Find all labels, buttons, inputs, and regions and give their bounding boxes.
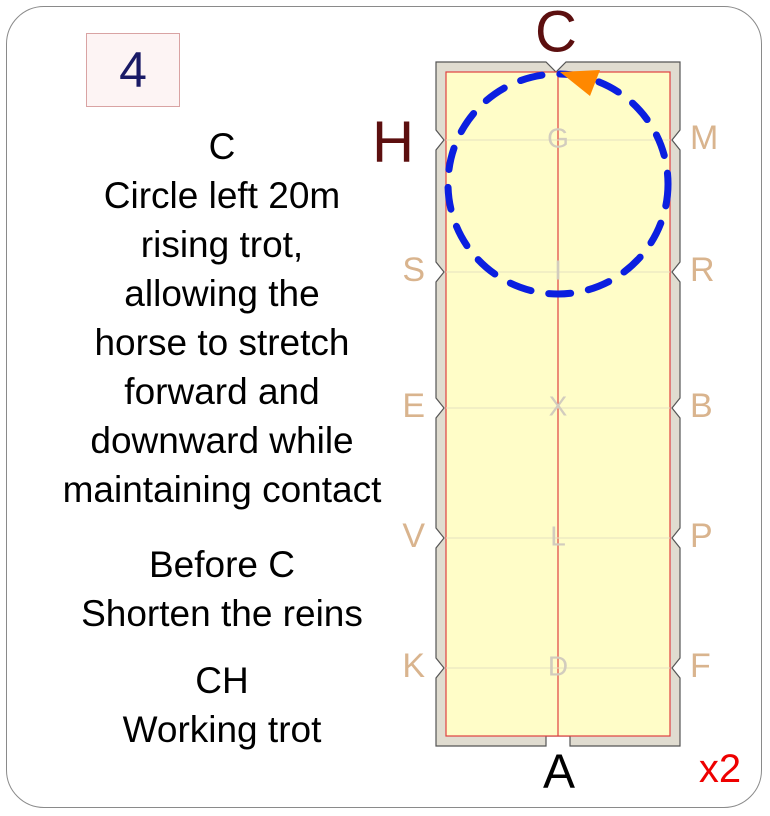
instruction-block-working-trot: CH Working trot xyxy=(14,656,430,754)
instruction-block-circle: C Circle left 20m rising trot, allowing … xyxy=(14,122,430,514)
arena-letter-right: B xyxy=(690,387,713,425)
arena-letter-centerline: I xyxy=(554,254,562,285)
arena-letter-top: C xyxy=(535,0,577,64)
instruction-line: maintaining contact xyxy=(62,469,382,510)
arena-letter-right: F xyxy=(690,647,711,685)
arena-letter-centerline: X xyxy=(549,390,568,421)
instruction-line: allowing the xyxy=(124,273,320,314)
repeat-label: x2 xyxy=(699,747,741,791)
movement-number: 4 xyxy=(119,42,147,98)
arena-letter-centerline: D xyxy=(548,650,568,681)
instruction-line: rising trot, xyxy=(140,224,304,265)
arena-letter-left: V xyxy=(402,517,425,555)
arena-letter-right: M xyxy=(690,119,718,157)
arena-letter-bottom: A xyxy=(543,746,575,799)
instruction-line: downward while xyxy=(90,420,354,461)
arena-letter-left: H xyxy=(372,109,414,174)
direction-arrow-icon xyxy=(560,70,600,96)
instruction-line: Shorten the reins xyxy=(81,593,363,634)
instruction-line: horse to stretch xyxy=(94,322,350,363)
instruction-line: Working trot xyxy=(122,709,322,750)
instruction-block-shorten: Before C Shorten the reins xyxy=(14,540,430,638)
arena-letter-left: K xyxy=(402,647,425,685)
arena-letters: C A H S E V K M R B P F G I X L D xyxy=(372,0,718,799)
arena-letter-left: S xyxy=(402,251,425,289)
instruction-marker: Before C xyxy=(148,544,295,585)
quarter-lines xyxy=(446,139,670,669)
circle-left-20m-path xyxy=(444,70,672,298)
instruction-marker: C xyxy=(208,126,236,167)
arena-letter-left: E xyxy=(402,387,425,425)
instruction-line: forward and xyxy=(124,371,320,412)
arena-letter-right: P xyxy=(690,517,713,555)
arena-letter-centerline: G xyxy=(547,122,569,153)
arena-letter-right: R xyxy=(690,251,715,289)
instruction-marker: CH xyxy=(195,660,249,701)
movement-number-box: 4 xyxy=(86,33,180,107)
instruction-line: Circle left 20m xyxy=(103,175,341,216)
arena-letter-centerline: L xyxy=(550,520,566,551)
